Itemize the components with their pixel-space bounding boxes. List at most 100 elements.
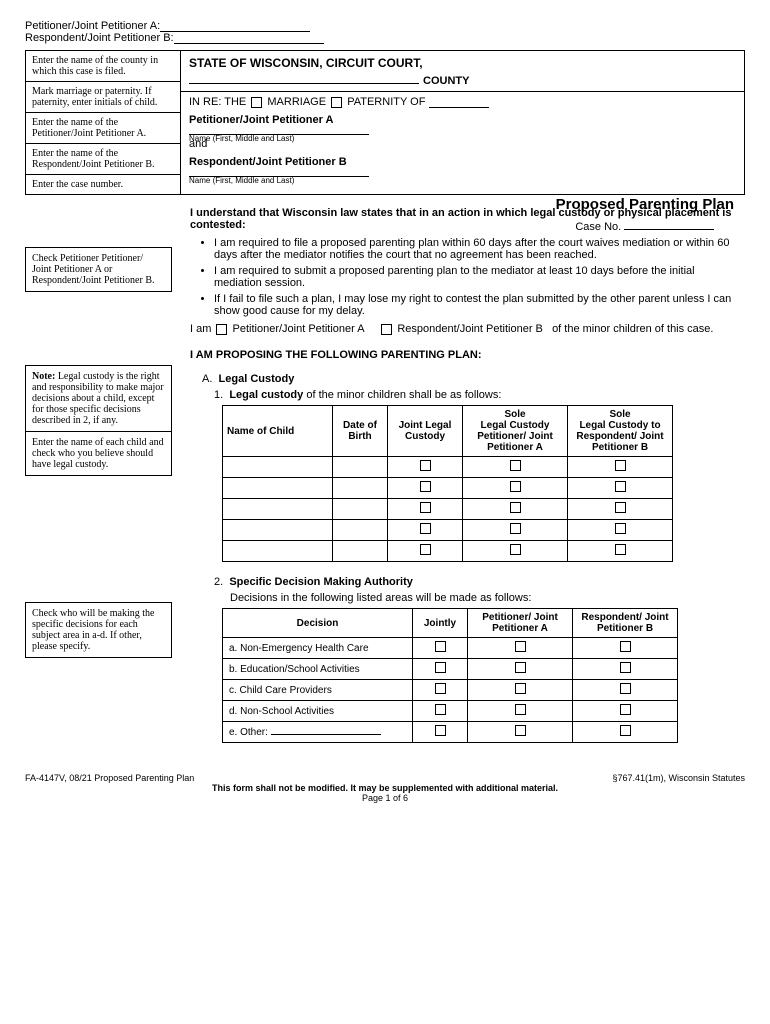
paternity-label: PATERNITY OF — [347, 96, 425, 108]
checkbox-cell[interactable] — [615, 544, 626, 555]
dt-h4: Respondent/ Joint Petitioner B — [573, 609, 678, 638]
ct-h2: Date of Birth — [333, 406, 388, 457]
ct-h5: SoleLegal Custody to Respondent/ Joint P… — [568, 406, 673, 457]
dt-r1: a. Non-Emergency Health Care — [223, 638, 413, 659]
checkbox-cell[interactable] — [615, 481, 626, 492]
table-row — [223, 478, 673, 499]
table-row — [223, 457, 673, 478]
body-section-3: Check who will be making the specific de… — [25, 572, 745, 743]
checkbox-cell[interactable] — [420, 460, 431, 471]
checkbox-cell[interactable] — [615, 523, 626, 534]
item-1: 1. Legal custody of the minor children s… — [214, 389, 745, 401]
item2-num: 2. — [214, 576, 223, 588]
iam-a-checkbox[interactable] — [216, 324, 227, 335]
pet-b-input[interactable] — [174, 32, 324, 44]
sidebar-peta: Enter the name of the Petitioner/Joint P… — [26, 113, 181, 144]
checkbox-cell[interactable] — [420, 481, 431, 492]
pet-a-input[interactable] — [160, 20, 310, 32]
table-row: b. Education/School Activities — [223, 659, 678, 680]
dt-r5: e. Other: — [223, 722, 413, 743]
checkbox-cell[interactable] — [620, 704, 631, 715]
table-row: a. Non-Emergency Health Care — [223, 638, 678, 659]
instruction-sidebar: Enter the name of the county in which th… — [26, 51, 181, 194]
sidebar-county: Enter the name of the county in which th… — [26, 51, 181, 82]
footer-center: This form shall not be modified. It may … — [25, 783, 745, 793]
sidebar-petb: Enter the name of the Respondent/Joint P… — [26, 144, 181, 175]
proposing-heading: I AM PROPOSING THE FOLLOWING PARENTING P… — [190, 349, 745, 361]
bullet-1: I am required to file a proposed parenti… — [214, 237, 745, 261]
footer-page: Page 1 of 6 — [25, 793, 745, 803]
bullet-2: I am required to submit a proposed paren… — [214, 265, 745, 289]
court-state: STATE OF WISCONSIN, CIRCUIT COURT, — [189, 56, 736, 70]
checkbox-cell[interactable] — [620, 725, 631, 736]
pet-a-label: Petitioner/Joint Petitioner A: — [25, 20, 160, 32]
checkbox-cell[interactable] — [515, 662, 526, 673]
iam-end: of the minor children of this case. — [552, 323, 713, 335]
header-petitioner-fields: Petitioner/Joint Petitioner A: Responden… — [25, 20, 745, 44]
note-bold: Note: — [32, 371, 55, 382]
dt-r4: d. Non-School Activities — [223, 701, 413, 722]
other-input[interactable] — [271, 734, 381, 735]
pet-b-label: Respondent/Joint Petitioner B: — [25, 32, 174, 44]
checkbox-cell[interactable] — [515, 683, 526, 694]
paternity-checkbox[interactable] — [331, 97, 342, 108]
checkbox-cell[interactable] — [620, 641, 631, 652]
checkbox-cell[interactable] — [420, 544, 431, 555]
checkbox-cell[interactable] — [620, 683, 631, 694]
checkbox-cell[interactable] — [620, 662, 631, 673]
county-input[interactable] — [189, 72, 419, 84]
checkbox-cell[interactable] — [420, 502, 431, 513]
checkbox-cell[interactable] — [515, 725, 526, 736]
checkbox-cell[interactable] — [435, 662, 446, 673]
sec-a-letter: A. — [202, 373, 212, 385]
table-row — [223, 541, 673, 562]
caption-main: STATE OF WISCONSIN, CIRCUIT COURT, COUNT… — [181, 51, 744, 194]
case-caption-box: Enter the name of the county in which th… — [25, 50, 745, 195]
checkbox-cell[interactable] — [510, 523, 521, 534]
footer-right: §767.41(1m), Wisconsin Statutes — [612, 773, 745, 783]
sidebar-marriage: Mark marriage or paternity. If paternity… — [26, 82, 181, 113]
body-section-2: Note: Legal custody is the right and res… — [25, 365, 745, 562]
form-title: Proposed Parenting Plan — [556, 196, 734, 213]
item1-rest: of the minor children shall be as follow… — [303, 389, 501, 401]
checkbox-cell[interactable] — [515, 641, 526, 652]
dt-r3: c. Child Care Providers — [223, 680, 413, 701]
checkbox-cell[interactable] — [510, 481, 521, 492]
checkbox-cell[interactable] — [435, 641, 446, 652]
petb-label: Respondent/Joint Petitioner B — [189, 156, 736, 168]
table-row — [223, 520, 673, 541]
checkbox-cell[interactable] — [615, 502, 626, 513]
ct-h1: Name of Child — [223, 406, 333, 457]
checkbox-cell[interactable] — [510, 502, 521, 513]
checkbox-cell[interactable] — [435, 725, 446, 736]
in-re-line: IN RE: THE MARRIAGE PATERNITY OF — [189, 96, 736, 108]
left-check-box: Check Petitioner Petitioner/ Joint Petit… — [25, 247, 172, 292]
iam-line: I am Petitioner/Joint Petitioner A Respo… — [190, 323, 745, 335]
paternity-initials[interactable] — [429, 97, 489, 108]
marriage-label: MARRIAGE — [267, 96, 326, 108]
decision-table: Decision Jointly Petitioner/ Joint Petit… — [222, 608, 678, 743]
county-label: COUNTY — [423, 75, 469, 87]
checkbox-cell[interactable] — [435, 683, 446, 694]
in-re-label: IN RE: THE — [189, 96, 246, 108]
sec-a-title: Legal Custody — [219, 373, 295, 385]
marriage-checkbox[interactable] — [251, 97, 262, 108]
sidebar-caseno: Enter the case number. — [26, 175, 181, 194]
checkbox-cell[interactable] — [435, 704, 446, 715]
checkbox-cell[interactable] — [420, 523, 431, 534]
checkbox-cell[interactable] — [510, 544, 521, 555]
ct-h4: SoleLegal Custody Petitioner/ Joint Peti… — [463, 406, 568, 457]
checkbox-cell[interactable] — [615, 460, 626, 471]
ct-h3: Joint Legal Custody — [388, 406, 463, 457]
item2-bold: Specific Decision Making Authority — [229, 576, 413, 588]
iam-b-checkbox[interactable] — [381, 324, 392, 335]
case-no-label: Case No. — [575, 221, 621, 233]
footer-left: FA-4147V, 08/21 Proposed Parenting Plan — [25, 773, 194, 783]
footer: FA-4147V, 08/21 Proposed Parenting Plan … — [25, 773, 745, 803]
item1-bold: Legal custody — [229, 389, 303, 401]
case-no-input[interactable] — [624, 229, 714, 230]
name-hint-b: Name (First, Middle and Last) — [189, 176, 736, 185]
peta-label: Petitioner/Joint Petitioner A — [189, 114, 736, 126]
checkbox-cell[interactable] — [515, 704, 526, 715]
checkbox-cell[interactable] — [510, 460, 521, 471]
